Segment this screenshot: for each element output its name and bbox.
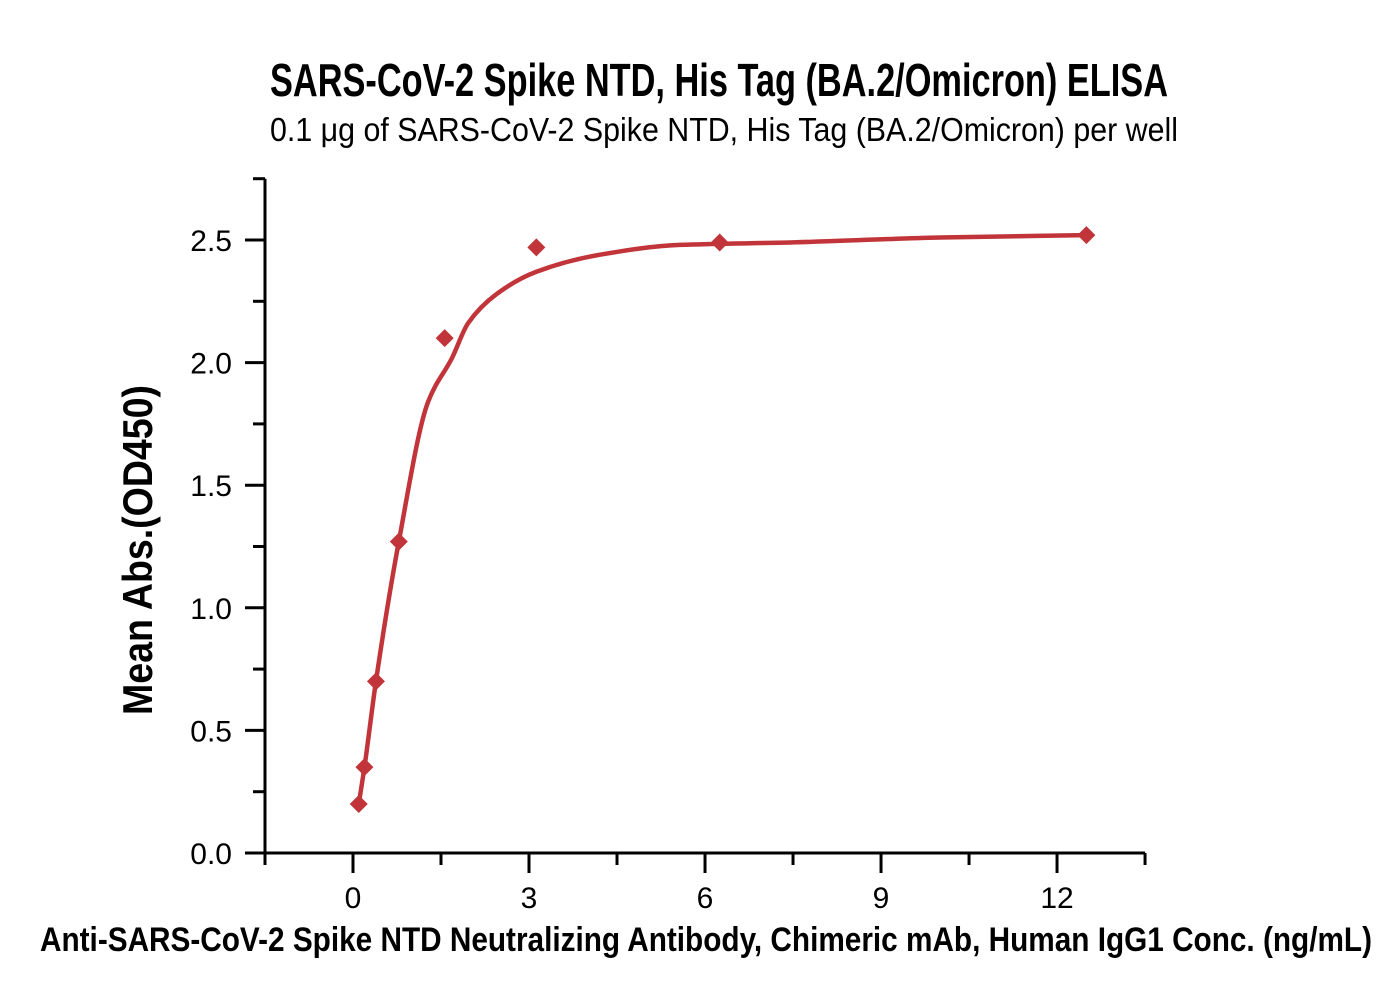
data-point-diamond — [349, 794, 368, 813]
data-series — [349, 226, 1096, 813]
x-tick-label: 3 — [521, 882, 538, 915]
axes — [244, 178, 1146, 855]
x-tick-label: 0 — [345, 882, 362, 915]
axis-tick-labels: 0 3 6 9 12 0.0 0.5 1.0 1.5 2.0 2.5 — [190, 225, 1073, 915]
axis-ticks — [244, 177, 1147, 873]
x-axis-label: Anti-SARS-CoV-2 Spike NTD Neutralizing A… — [40, 921, 1372, 959]
y-tick-label: 2.5 — [190, 225, 232, 258]
x-tick-label: 9 — [873, 882, 890, 915]
data-point-diamond — [355, 758, 374, 777]
y-tick-label: 0.0 — [190, 838, 232, 871]
fit-curve-line — [356, 232, 1089, 807]
data-point-diamond — [527, 238, 546, 257]
data-point-diamond — [435, 329, 454, 348]
chart-subtitle: 0.1 μg of SARS-CoV-2 Spike NTD, His Tag … — [270, 111, 1178, 148]
y-tick-label: 1.5 — [190, 470, 232, 503]
data-point-diamond — [710, 233, 729, 252]
data-point-diamond — [389, 532, 408, 551]
data-point-diamond — [366, 672, 385, 691]
data-point-diamond — [1077, 226, 1096, 245]
y-axis-label: Mean Abs.(OD450) — [114, 385, 161, 715]
y-tick-label: 0.5 — [190, 715, 232, 748]
y-tick-label: 1.0 — [190, 593, 232, 626]
x-tick-label: 6 — [697, 882, 714, 915]
x-tick-label: 12 — [1040, 882, 1073, 915]
y-tick-label: 2.0 — [190, 348, 232, 381]
chart-title: SARS-CoV-2 Spike NTD, His Tag (BA.2/Omic… — [270, 54, 1168, 106]
